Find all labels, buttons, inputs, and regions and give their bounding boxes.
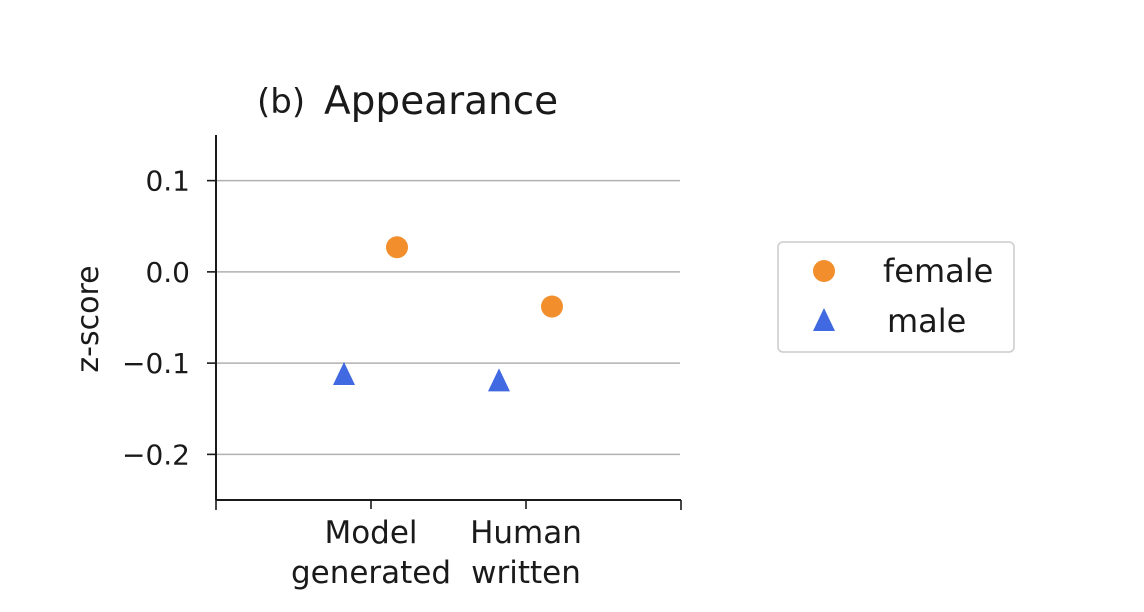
- legend-marker-female: [813, 260, 835, 282]
- legend-items: female male: [813, 252, 993, 340]
- data-point-male: [488, 368, 510, 392]
- data-point-female: [541, 295, 563, 318]
- data-point-male: [333, 361, 355, 385]
- chart-title-prefix: (b): [257, 82, 305, 122]
- data-point-female: [386, 236, 408, 259]
- x-tick-label: Model generated: [291, 515, 451, 591]
- axes: [215, 135, 682, 510]
- legend-label-male: male: [887, 302, 966, 340]
- legend-marker-male: [813, 308, 835, 331]
- y-tick-label: −0.1: [122, 347, 190, 380]
- chart-title: Appearance: [324, 79, 558, 124]
- y-axis-label: z-score: [71, 265, 106, 372]
- x-tick-label: Human written: [470, 515, 582, 591]
- data-markers: [333, 236, 563, 392]
- gridlines: [216, 179, 680, 456]
- y-tick-label: 0.0: [145, 256, 190, 289]
- legend-label-female: female: [883, 252, 993, 290]
- y-tick-label: −0.2: [122, 438, 190, 471]
- legend: female male: [777, 241, 1015, 353]
- legend-frame: [777, 241, 1015, 353]
- y-tick-label: 0.1: [145, 165, 190, 198]
- y-ticks: 0.1 0.0 −0.1 −0.2: [122, 165, 216, 471]
